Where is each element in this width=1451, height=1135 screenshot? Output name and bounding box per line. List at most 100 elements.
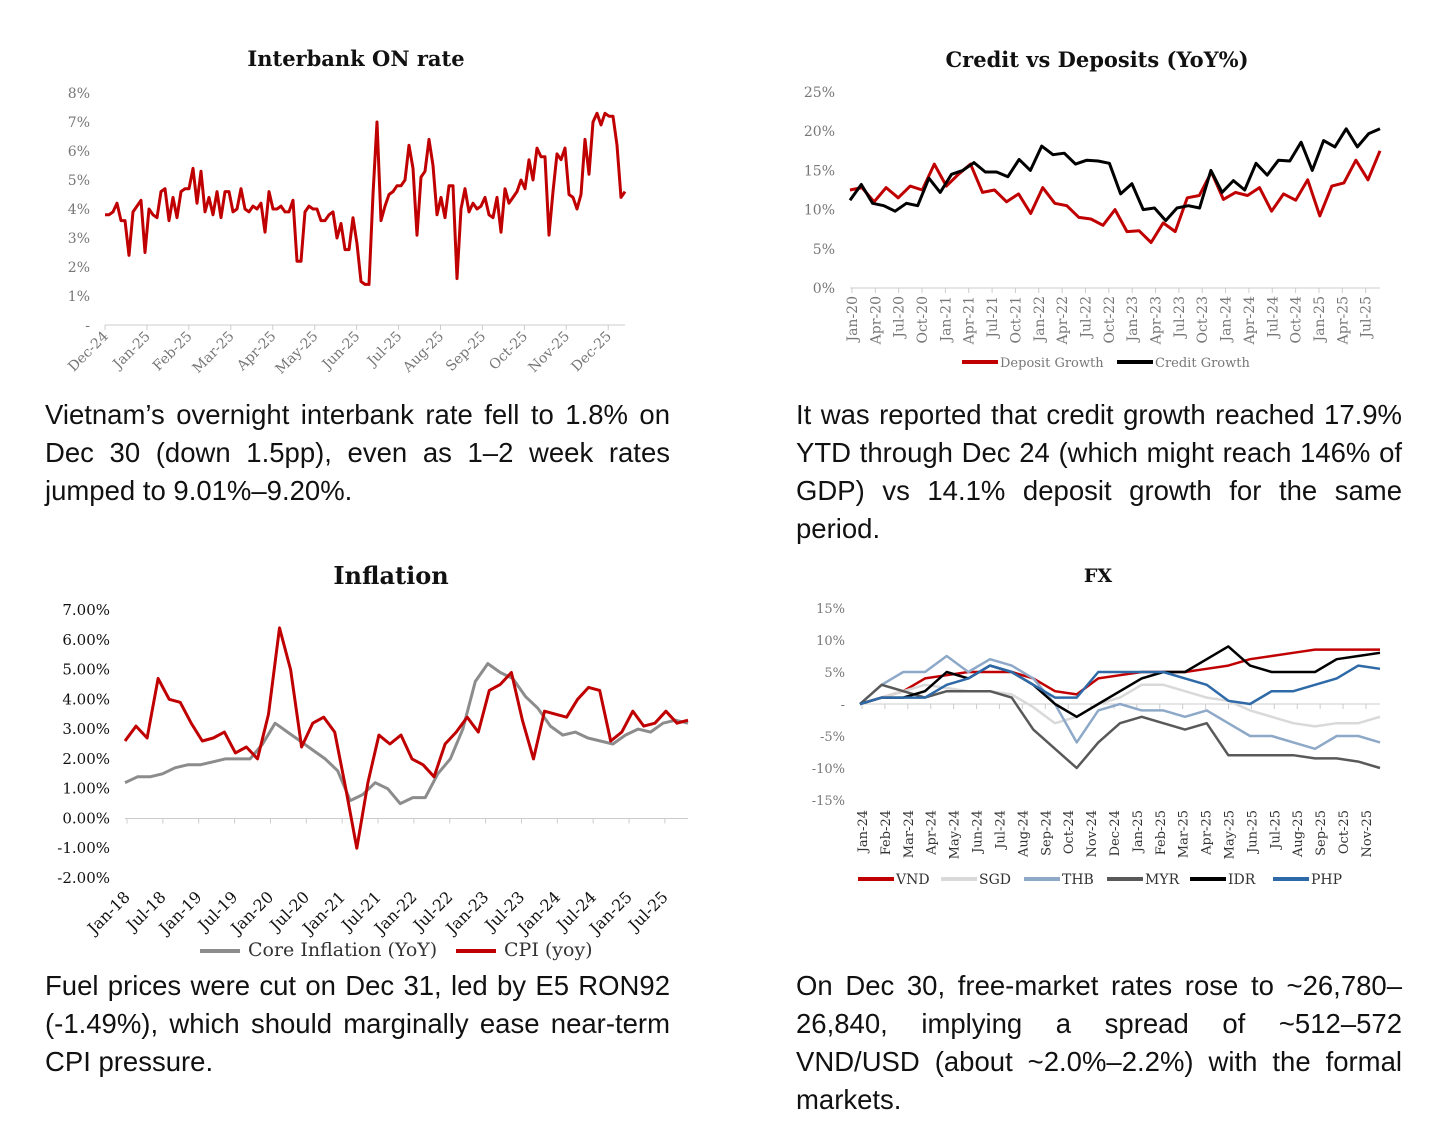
- fx-paragraph: On Dec 30, free-market rates rose to ~26…: [796, 970, 1402, 1115]
- y-tick-label: 2%: [68, 260, 90, 276]
- series-line-rate: [105, 111, 627, 286]
- x-tick-label: Aug-24: [1016, 810, 1031, 858]
- x-tick-label: Feb-24: [879, 810, 894, 855]
- y-tick-label: 4%: [68, 202, 90, 218]
- chart-title: Inflation: [333, 561, 448, 590]
- x-tick-label: Oct-20: [915, 296, 931, 344]
- x-tick-label: Nov-25: [526, 329, 573, 376]
- x-tick-label: Apr-22: [1055, 296, 1071, 345]
- x-tick-label: Aug-25: [1291, 810, 1306, 858]
- x-tick-label: Jan-24: [1219, 296, 1235, 344]
- y-tick-label: -: [85, 318, 90, 334]
- x-tick-label: Jan-24: [856, 810, 871, 854]
- x-tick-label: Jul-21: [985, 296, 1001, 340]
- x-tick-label: Jul-24: [1265, 296, 1281, 340]
- x-tick-label: Jan-22: [1032, 296, 1048, 344]
- x-tick-label: Jan-25: [109, 329, 154, 374]
- series-line-cpi-yoy-: [123, 626, 689, 850]
- series-line-vnd: [859, 648, 1380, 706]
- chart-title: FX: [1084, 565, 1112, 587]
- y-tick-label: 2.00%: [62, 750, 110, 768]
- y-tick-label: -2.00%: [57, 869, 110, 887]
- y-tick-label: 10%: [804, 203, 835, 219]
- y-tick-label: 20%: [804, 124, 835, 140]
- x-tick-label: Apr-21: [962, 296, 978, 345]
- y-tick-label: 4.00%: [62, 690, 110, 708]
- y-tick-label: 3%: [68, 231, 90, 247]
- x-tick-label: Apr-24: [925, 810, 940, 856]
- x-tick-label: Dec-24: [65, 328, 112, 375]
- x-tick-label: Apr-25: [1335, 296, 1351, 345]
- x-tick-label: Oct-25: [486, 329, 531, 374]
- x-tick-label: Sep-24: [1039, 810, 1054, 856]
- x-tick-label: Jul-22: [1078, 296, 1094, 340]
- y-tick-label: 25%: [804, 85, 835, 101]
- y-tick-label: 5%: [824, 666, 845, 681]
- x-tick-label: Jun-25: [1245, 810, 1260, 855]
- x-tick-label: Dec-24: [1108, 810, 1123, 856]
- y-tick-label: 15%: [816, 602, 845, 617]
- y-tick-label: 1.00%: [62, 780, 110, 798]
- y-tick-label: 7%: [68, 115, 90, 131]
- y-tick-label: 7.00%: [62, 601, 110, 619]
- x-tick-label: Dec-25: [568, 329, 615, 376]
- x-tick-label: Oct-23: [1195, 296, 1211, 344]
- y-tick-label: -5%: [820, 730, 845, 745]
- inflation-paragraph: Fuel prices were cut on Dec 31, led by E…: [45, 970, 670, 1077]
- legend-label: Core Inflation (YoY): [248, 939, 437, 961]
- legend-label: Deposit Growth: [1000, 356, 1104, 371]
- y-tick-label: 0%: [813, 281, 835, 297]
- x-tick-label: Apr-25: [233, 329, 279, 375]
- interbank-paragraph: Vietnam’s overnight interbank rate fell …: [45, 399, 670, 506]
- y-tick-label: 10%: [816, 634, 845, 649]
- x-tick-label: Oct-24: [1289, 296, 1305, 344]
- x-tick-label: May-24: [948, 810, 963, 859]
- y-tick-label: 5%: [68, 173, 90, 189]
- x-tick-label: Jan-20: [845, 296, 861, 344]
- x-tick-label: Mar-25: [1177, 810, 1192, 858]
- x-tick-label: Nov-24: [1085, 810, 1100, 857]
- y-tick-label: -: [841, 698, 845, 713]
- legend-label: Credit Growth: [1155, 356, 1250, 371]
- x-tick-label: Jan-25: [1131, 810, 1146, 854]
- legend-label: PHP: [1311, 872, 1342, 888]
- y-tick-label: -10%: [812, 762, 845, 777]
- x-tick-label: Apr-25: [1200, 810, 1215, 856]
- x-tick-label: Feb-25: [150, 329, 196, 375]
- x-tick-label: Apr-23: [1149, 296, 1165, 345]
- x-tick-label: Jul-20: [892, 296, 908, 340]
- x-tick-label: Jul-25: [1359, 296, 1375, 340]
- x-tick-label: Apr-24: [1242, 296, 1258, 345]
- series-line-deposit-growth: [849, 150, 1382, 244]
- y-tick-label: 8%: [68, 86, 90, 102]
- x-tick-label: Sep-25: [443, 329, 489, 375]
- x-tick-label: Aug-25: [399, 329, 447, 377]
- x-tick-label: Oct-24: [1062, 810, 1077, 854]
- y-tick-label: 15%: [804, 163, 835, 179]
- legend-label: MYR: [1145, 872, 1180, 888]
- series-line-myr: [859, 683, 1381, 770]
- x-tick-label: Jun-25: [318, 329, 363, 374]
- x-tick-label: Jul-25: [623, 887, 672, 936]
- y-tick-label: -1.00%: [57, 839, 110, 857]
- x-tick-label: Feb-25: [1154, 810, 1169, 855]
- y-tick-label: 5.00%: [62, 661, 110, 679]
- series-line-sgd: [859, 683, 1381, 728]
- series-line-php: [859, 664, 1381, 706]
- series-line-credit-growth: [848, 127, 1381, 223]
- y-tick-label: -15%: [812, 794, 845, 809]
- y-tick-label: 6%: [68, 144, 90, 160]
- x-tick-label: Jan-18: [82, 887, 134, 939]
- x-tick-label: May-25: [1223, 810, 1238, 859]
- x-tick-label: Apr-20: [868, 296, 884, 345]
- credit-deposits-chart: Credit vs Deposits (YoY%) 0% 5% 10% 15% 20% 25…: [804, 47, 1382, 371]
- x-tick-label: Jul-25: [1268, 810, 1283, 851]
- inflation-chart: Inflation -2.00% -1.00% 0.00% 1.00% 2.00% 3.00…: [57, 561, 689, 961]
- series-line-thb: [859, 654, 1381, 751]
- x-tick-label: Jan-23: [1125, 296, 1141, 344]
- x-tick-label: Nov-25: [1360, 810, 1375, 857]
- chart-title: Credit vs Deposits (YoY%): [945, 47, 1248, 72]
- legend-label: IDR: [1228, 872, 1256, 888]
- x-tick-label: Mar-25: [190, 329, 238, 377]
- y-tick-label: 1%: [68, 289, 90, 305]
